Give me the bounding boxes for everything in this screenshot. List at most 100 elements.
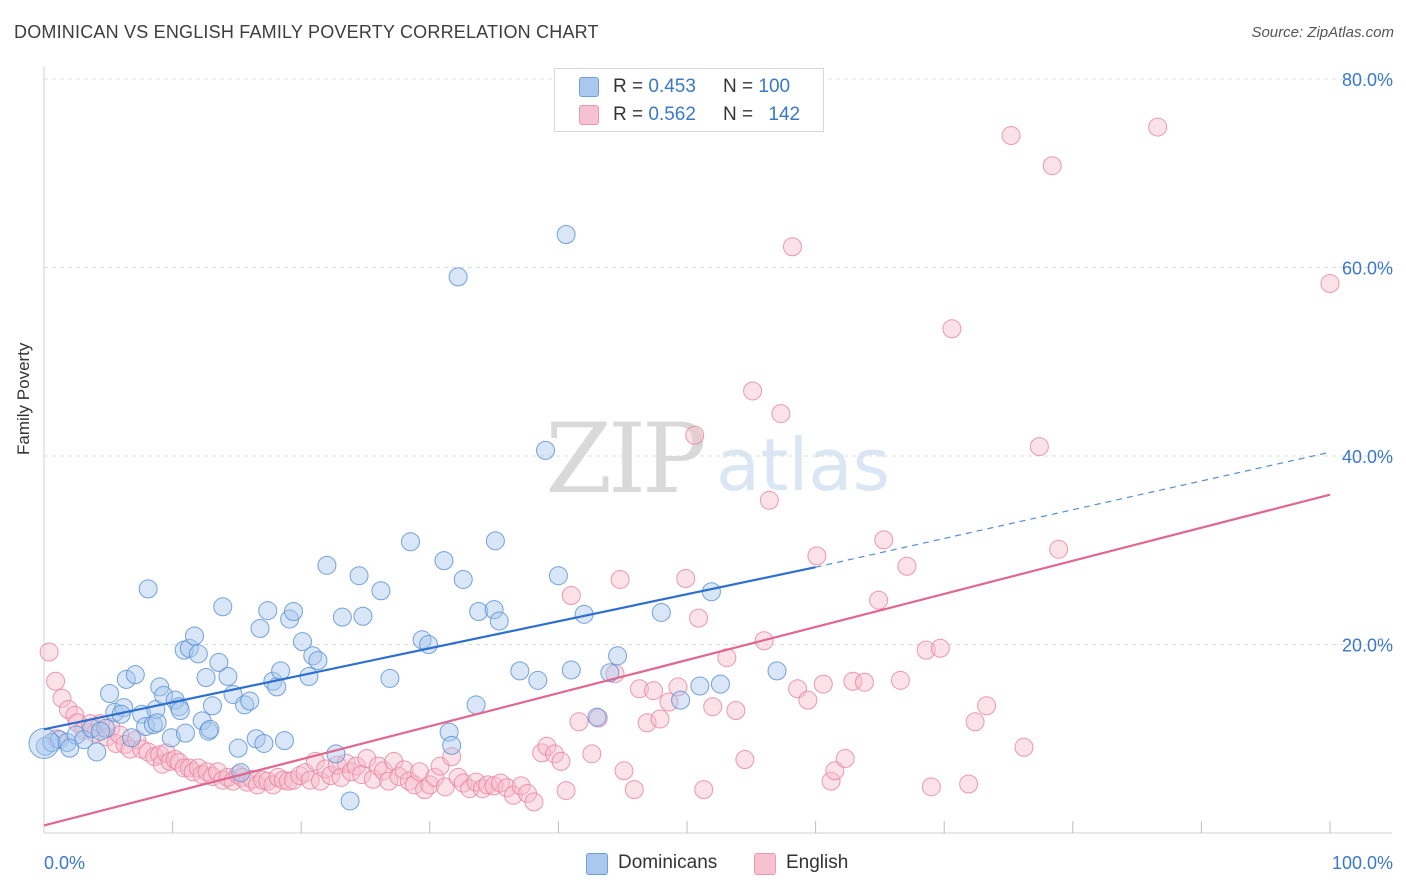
dominican-point-71 bbox=[466, 695, 486, 715]
dominican-point-99 bbox=[240, 691, 260, 711]
dominican-point-29 bbox=[188, 644, 208, 664]
dominican-point-5 bbox=[74, 730, 94, 750]
english-point-125 bbox=[798, 690, 818, 710]
dominican-point-68 bbox=[442, 735, 462, 755]
dominican-point-93 bbox=[60, 738, 80, 758]
english-point-143 bbox=[977, 696, 997, 716]
english-point-136 bbox=[897, 556, 917, 576]
english-point-25 bbox=[169, 752, 189, 772]
dominican-point-89 bbox=[701, 582, 721, 602]
dominican-point-14 bbox=[125, 665, 145, 685]
english-point-68 bbox=[389, 766, 409, 786]
english-point-45 bbox=[268, 767, 288, 787]
y-tick-label-1: 40.0% bbox=[1342, 447, 1393, 467]
legend-swatch-dominicans bbox=[579, 77, 599, 97]
dominican-point-88 bbox=[690, 676, 710, 696]
dominican-point-33 bbox=[202, 696, 222, 716]
english-point-138 bbox=[921, 777, 941, 797]
dominican-point-1 bbox=[42, 733, 62, 753]
english-point-115 bbox=[703, 697, 723, 717]
dominican-point-66 bbox=[434, 551, 454, 571]
english-point-147 bbox=[1042, 156, 1062, 176]
series-label-dominicans: Dominicans bbox=[618, 852, 718, 873]
dominican-point-58 bbox=[340, 791, 360, 811]
dominican-point-92 bbox=[28, 727, 60, 759]
dominican-point-42 bbox=[250, 618, 270, 638]
dominicans-trend-extension bbox=[815, 451, 1331, 568]
y-tick-label-0: 20.0% bbox=[1342, 636, 1393, 656]
dominican-point-94 bbox=[91, 721, 111, 741]
english-point-93 bbox=[537, 736, 557, 756]
english-point-62 bbox=[357, 749, 377, 769]
english-point-42 bbox=[253, 770, 273, 790]
english-point-150 bbox=[1320, 274, 1340, 294]
dominicans-trend-line bbox=[43, 566, 816, 731]
dominican-point-84 bbox=[600, 663, 620, 683]
legend-n-dominicans: N = 100 bbox=[723, 76, 791, 97]
english-point-69 bbox=[394, 760, 414, 780]
dominican-point-81 bbox=[561, 660, 581, 680]
grid-lines bbox=[44, 78, 1392, 645]
legend-r-dominicans: R = 0.453 bbox=[613, 76, 696, 97]
english-point-53 bbox=[310, 771, 330, 791]
english-point-111 bbox=[676, 569, 696, 589]
english-point-108 bbox=[650, 709, 670, 729]
english-point-105 bbox=[629, 679, 649, 699]
dominican-point-0 bbox=[35, 736, 55, 756]
english-point-91 bbox=[524, 792, 544, 812]
source-credit: Source: ZipAtlas.com bbox=[1251, 24, 1394, 41]
tick-labels: 20.0% 40.0% 60.0% 80.0% 0.0% 100.0% bbox=[44, 70, 1393, 873]
dominican-point-96 bbox=[147, 713, 167, 733]
english-point-47 bbox=[278, 771, 298, 791]
dominican-point-78 bbox=[536, 440, 556, 460]
dominican-point-85 bbox=[608, 646, 628, 666]
series-swatch-english bbox=[754, 853, 776, 875]
english-point-57 bbox=[331, 767, 351, 787]
english-point-77 bbox=[435, 777, 455, 797]
english-point-144 bbox=[1001, 126, 1021, 146]
dominican-point-56 bbox=[326, 744, 346, 764]
english-point-106 bbox=[637, 713, 657, 733]
dominican-point-43 bbox=[254, 733, 274, 753]
dominican-point-22 bbox=[161, 728, 181, 748]
english-point-54 bbox=[316, 759, 336, 779]
dominican-point-54 bbox=[308, 651, 328, 671]
dominican-point-76 bbox=[510, 661, 530, 681]
english-point-132 bbox=[854, 672, 874, 692]
dominican-point-86 bbox=[651, 602, 671, 622]
english-point-109 bbox=[659, 692, 679, 712]
english-point-130 bbox=[835, 749, 855, 769]
dominican-point-61 bbox=[371, 581, 391, 601]
legend-row-english: R = 0.562 N = 142 bbox=[555, 101, 823, 127]
english-point-149 bbox=[1148, 117, 1168, 137]
dominican-point-27 bbox=[179, 638, 199, 658]
english-point-94 bbox=[545, 744, 565, 764]
english-point-99 bbox=[582, 744, 602, 764]
dominican-point-87 bbox=[671, 690, 691, 710]
english-point-70 bbox=[399, 771, 419, 791]
dominican-point-69 bbox=[448, 267, 468, 287]
dominican-point-28 bbox=[184, 626, 204, 646]
english-point-142 bbox=[965, 712, 985, 732]
dominican-point-35 bbox=[213, 597, 233, 617]
dominican-point-60 bbox=[353, 606, 373, 626]
english-point-123 bbox=[782, 237, 802, 257]
dominican-point-38 bbox=[228, 738, 248, 758]
english-point-128 bbox=[821, 771, 841, 791]
english-point-118 bbox=[735, 749, 755, 769]
english-trend-line bbox=[43, 493, 1331, 827]
english-point-146 bbox=[1029, 437, 1049, 457]
dominican-point-83 bbox=[587, 707, 607, 727]
english-point-134 bbox=[874, 530, 894, 550]
english-point-119 bbox=[743, 381, 763, 401]
axes bbox=[43, 67, 1392, 834]
english-point-135 bbox=[890, 670, 910, 690]
english-point-114 bbox=[694, 780, 714, 800]
english-point-40 bbox=[242, 769, 262, 789]
dominican-point-72 bbox=[469, 602, 489, 622]
dominican-point-50 bbox=[283, 602, 303, 622]
english-point-129 bbox=[825, 761, 845, 781]
dominican-point-26 bbox=[175, 723, 195, 743]
dominican-point-80 bbox=[556, 225, 576, 245]
